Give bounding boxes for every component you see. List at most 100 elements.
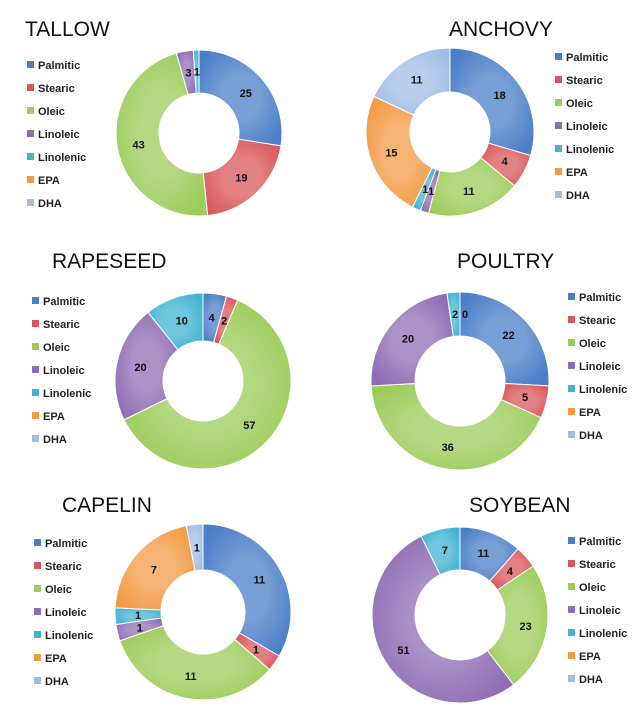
legend-label: DHA xyxy=(45,676,69,688)
legend-label: DHA xyxy=(43,434,67,446)
donut-slice-oleic xyxy=(119,625,271,701)
chart-anchovy: ANCHOVY Palmitic Stearic Oleic Linoleic Linol… xyxy=(365,18,614,217)
chart-title: CAPELIN xyxy=(62,494,152,517)
legend-label: DHA xyxy=(579,674,603,686)
legend-swatch xyxy=(568,583,575,590)
data-label: 11 xyxy=(253,575,265,587)
legend-label: Palmitic xyxy=(566,52,608,64)
legend-swatch xyxy=(568,606,575,613)
data-label: 1 xyxy=(422,184,428,196)
donut-slice-linolenic xyxy=(192,49,200,94)
legend-label: Palmitic xyxy=(579,292,621,304)
donut-slice-palmitic xyxy=(459,291,550,387)
data-label: 22 xyxy=(503,330,515,342)
legend-swatch xyxy=(34,677,41,684)
legend-swatch xyxy=(568,316,575,323)
donut-slice-linolenic xyxy=(420,526,461,576)
legend-label: Linoleic xyxy=(38,129,80,141)
chart-title: SOYBEAN xyxy=(469,494,571,517)
data-label: 19 xyxy=(235,173,247,185)
donut-slice-epa xyxy=(365,95,433,208)
data-label: 3 xyxy=(185,67,191,79)
legend-swatch xyxy=(555,191,562,198)
donut-slice-palmitic xyxy=(202,523,292,657)
legend-label: Stearic xyxy=(38,83,75,95)
data-label: 4 xyxy=(502,156,509,168)
legend-label: Linolenic xyxy=(579,628,627,640)
data-label: 1 xyxy=(194,67,200,79)
data-label: 18 xyxy=(493,90,505,102)
legend-swatch xyxy=(568,560,575,567)
donut-slice-oleic xyxy=(115,52,209,217)
legend-swatch xyxy=(568,293,575,300)
legend-label: EPA xyxy=(579,407,601,419)
data-label: 20 xyxy=(402,334,414,346)
data-label: 57 xyxy=(243,420,255,432)
legend-label: Palmitic xyxy=(579,536,621,548)
chart-poultry: POULTRY Palmitic Stearic Oleic Linoleic Linol… xyxy=(370,250,627,471)
legend-swatch xyxy=(568,408,575,415)
legend-swatch xyxy=(568,431,575,438)
legend: Palmitic Stearic Oleic Linoleic Linolenic EPA… xyxy=(568,536,627,686)
legend-swatch xyxy=(27,153,34,160)
legend-swatch xyxy=(568,339,575,346)
data-label: 2 xyxy=(452,309,458,321)
data-label: 11 xyxy=(478,548,490,560)
legend-label: Oleic xyxy=(566,98,593,110)
data-label: 2 xyxy=(221,316,227,328)
legend-label: Linoleic xyxy=(579,361,621,373)
donut-slice-oleic xyxy=(123,299,292,470)
legend-label: Linolenic xyxy=(45,630,93,642)
legend-label: EPA xyxy=(43,411,65,423)
donut-slice-palmitic xyxy=(198,49,283,147)
legend-label: Linoleic xyxy=(45,607,87,619)
legend-label: EPA xyxy=(579,651,601,663)
data-label: 7 xyxy=(442,545,448,557)
legend-label: Palmitic xyxy=(38,60,80,72)
legend-swatch xyxy=(568,675,575,682)
chart-title: TALLOW xyxy=(25,18,110,41)
data-label: 11 xyxy=(185,671,197,683)
data-label: 4 xyxy=(507,566,514,578)
chart-title: RAPESEED xyxy=(52,250,166,273)
legend-label: Stearic xyxy=(566,75,603,87)
legend-swatch xyxy=(555,168,562,175)
legend-label: Stearic xyxy=(579,315,616,327)
legend-swatch xyxy=(568,537,575,544)
legend-swatch xyxy=(34,562,41,569)
legend-label: Oleic xyxy=(38,106,65,118)
legend-swatch xyxy=(34,539,41,546)
donut-slice-linolenic xyxy=(147,292,204,351)
legend-label: Stearic xyxy=(579,559,616,571)
data-label: 36 xyxy=(442,442,454,454)
legend-swatch xyxy=(34,585,41,592)
data-label: 10 xyxy=(176,316,188,328)
legend-swatch xyxy=(555,76,562,83)
legend-swatch xyxy=(34,608,41,615)
data-label: 1 xyxy=(428,186,434,198)
donut-slice-linoleic xyxy=(370,292,454,387)
chart-capelin: CAPELIN Palmitic Stearic Oleic Linoleic Linol… xyxy=(34,494,292,701)
donut-slice-linolenic xyxy=(446,291,461,338)
legend-swatch xyxy=(568,652,575,659)
data-label: 23 xyxy=(519,621,531,633)
chart-title: ANCHOVY xyxy=(449,18,553,41)
legend-swatch xyxy=(555,99,562,106)
legend-swatch xyxy=(555,145,562,152)
data-label: 25 xyxy=(240,88,252,100)
data-label: 20 xyxy=(134,362,146,374)
legend-label: Palmitic xyxy=(45,538,87,550)
data-label: 15 xyxy=(385,147,397,159)
legend-swatch xyxy=(568,385,575,392)
legend-swatch xyxy=(568,362,575,369)
data-label: 1 xyxy=(137,622,143,634)
legend-label: Oleic xyxy=(579,582,606,594)
legend-label: Linolenic xyxy=(43,388,91,400)
donut-slice-linoleic xyxy=(371,535,515,704)
donut-slice-dha xyxy=(373,47,451,116)
data-label: 1 xyxy=(135,610,141,622)
data-label: 0 xyxy=(462,309,468,321)
legend-swatch xyxy=(555,53,562,60)
legend-label: Linolenic xyxy=(38,152,86,164)
